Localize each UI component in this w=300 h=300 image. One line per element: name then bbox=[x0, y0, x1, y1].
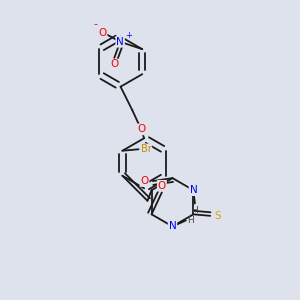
Text: H: H bbox=[187, 216, 194, 225]
Text: O: O bbox=[158, 181, 166, 191]
Text: N: N bbox=[116, 37, 124, 47]
Text: Br: Br bbox=[141, 144, 152, 154]
Text: O: O bbox=[110, 59, 118, 70]
Text: O: O bbox=[140, 176, 148, 186]
Text: N: N bbox=[190, 185, 197, 195]
Text: -: - bbox=[94, 19, 98, 29]
Text: O: O bbox=[137, 124, 145, 134]
Text: +: + bbox=[125, 31, 132, 40]
Text: H: H bbox=[191, 206, 198, 215]
Text: S: S bbox=[214, 211, 221, 221]
Text: N: N bbox=[169, 221, 176, 231]
Text: O: O bbox=[98, 28, 106, 38]
